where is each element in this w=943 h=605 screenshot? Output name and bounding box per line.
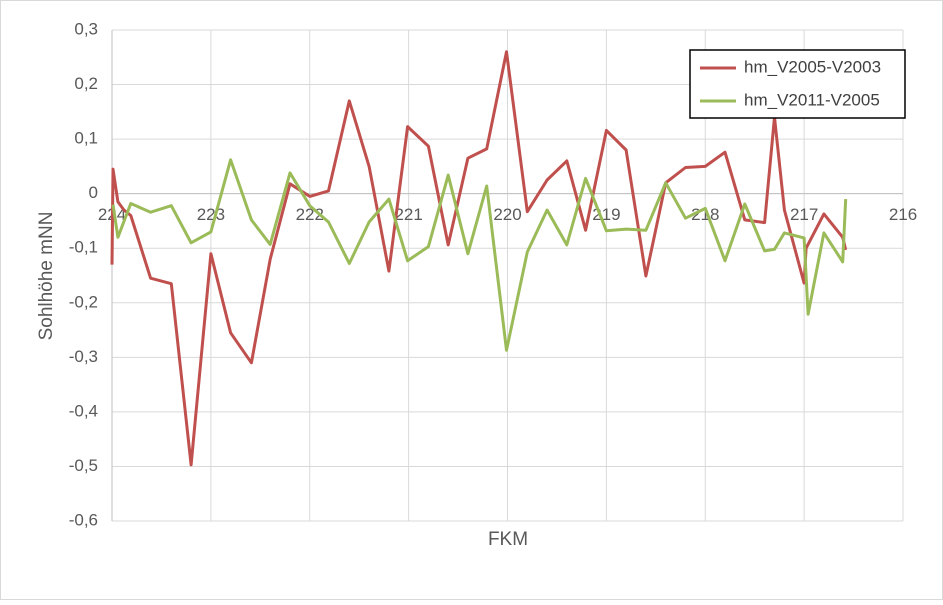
y-tick-label: -0,3 <box>69 347 98 366</box>
x-tick-label: 216 <box>889 205 917 224</box>
y-tick-label: 0,1 <box>74 129 98 148</box>
legend-label: hm_V2011-V2005 <box>744 90 880 109</box>
y-tick-label: 0,3 <box>74 19 98 38</box>
y-tick-label: -0,1 <box>69 238 98 257</box>
y-tick-label: 0,2 <box>74 74 98 93</box>
y-tick-label: 0 <box>89 183 98 202</box>
x-axis-label: FKM <box>488 529 528 550</box>
legend-box <box>689 49 906 119</box>
y-axis-label: Sohlhöhe mNN <box>36 212 57 341</box>
x-tick-label: 223 <box>197 205 225 224</box>
series-line <box>110 50 848 467</box>
x-tick-label: 220 <box>493 205 521 224</box>
x-tick-label: 218 <box>691 205 719 224</box>
x-tick-label: 217 <box>790 205 818 224</box>
y-tick-label: -0,5 <box>69 456 98 475</box>
legend: hm_V2005-V2003 hm_V2011-V2005 <box>689 49 906 119</box>
series-line <box>111 158 848 352</box>
x-tick-label: 221 <box>394 205 422 224</box>
legend-label: hm_V2005-V2003 <box>744 57 881 76</box>
y-tick-label: -0,4 <box>69 401 98 420</box>
y-tick-label: -0,2 <box>69 292 98 311</box>
y-tick-label: -0,6 <box>69 510 98 529</box>
